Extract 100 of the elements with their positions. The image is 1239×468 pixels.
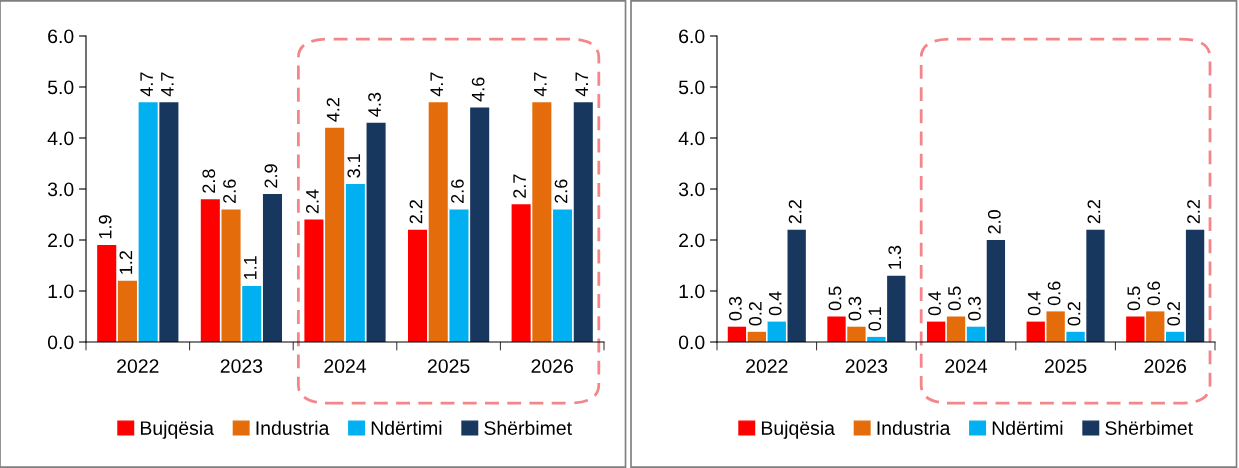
y-tick-label: 6.0 bbox=[48, 29, 74, 44]
bar bbox=[428, 102, 448, 342]
legend-label: Shërbimet bbox=[484, 420, 572, 435]
data-label: 4.7 bbox=[575, 72, 588, 97]
y-tick-label: 3.0 bbox=[678, 182, 705, 197]
data-label: 0.6 bbox=[1047, 281, 1061, 306]
data-label: 0.4 bbox=[1027, 291, 1041, 316]
bar bbox=[1126, 316, 1145, 342]
legend-label: Ndërtimi bbox=[992, 420, 1063, 435]
data-label: 2.4 bbox=[305, 189, 319, 214]
bar bbox=[159, 102, 179, 342]
y-tick-label: 0.0 bbox=[678, 335, 705, 350]
data-label: 1.2 bbox=[119, 251, 133, 274]
x-tick-label: 2026 bbox=[1144, 359, 1186, 373]
bar bbox=[345, 183, 365, 342]
data-label: 4.7 bbox=[140, 72, 153, 97]
bar bbox=[449, 209, 469, 342]
data-label: 0.3 bbox=[728, 296, 742, 321]
bar bbox=[262, 194, 283, 342]
bar bbox=[532, 102, 552, 342]
data-label: 2.2 bbox=[788, 200, 802, 224]
bar bbox=[511, 204, 531, 342]
bar bbox=[366, 122, 386, 342]
bar bbox=[767, 321, 786, 342]
bar bbox=[407, 229, 428, 342]
data-label: 2.6 bbox=[223, 179, 236, 203]
bar bbox=[926, 321, 946, 342]
bar bbox=[1046, 311, 1065, 342]
bar bbox=[887, 275, 906, 342]
bar bbox=[242, 285, 262, 342]
bar bbox=[1026, 321, 1045, 342]
x-tick-label: 2026 bbox=[531, 359, 573, 373]
y-tick-label: 6.0 bbox=[679, 29, 705, 44]
data-label: 3.1 bbox=[347, 154, 361, 178]
bar bbox=[727, 326, 747, 342]
data-label: 0.2 bbox=[1067, 302, 1081, 326]
data-label: 4.3 bbox=[368, 92, 381, 117]
y-tick-label: 5.0 bbox=[678, 80, 705, 95]
data-label: 0.2 bbox=[1167, 302, 1181, 326]
x-tick-label: 2022 bbox=[117, 359, 159, 373]
legend-label: Shërbimet bbox=[1105, 420, 1193, 435]
data-label: 0.1 bbox=[868, 307, 882, 331]
bar bbox=[986, 240, 1006, 342]
bar bbox=[221, 209, 241, 342]
data-label: 0.6 bbox=[1147, 281, 1161, 306]
legend-label: Industria bbox=[256, 420, 330, 435]
bar bbox=[553, 209, 573, 342]
data-label: 2.7 bbox=[513, 174, 526, 198]
data-label: 1.3 bbox=[888, 245, 902, 269]
bar bbox=[304, 219, 324, 342]
data-label: 4.7 bbox=[534, 72, 547, 97]
bar bbox=[1146, 311, 1165, 342]
data-label: 0.3 bbox=[848, 296, 862, 321]
x-tick-label: 2024 bbox=[945, 359, 988, 373]
data-label: 2.8 bbox=[202, 169, 216, 193]
bar bbox=[847, 326, 866, 342]
x-tick-label: 2024 bbox=[324, 359, 367, 373]
data-label: 0.2 bbox=[748, 302, 762, 326]
bar bbox=[1066, 331, 1085, 342]
data-label: 0.3 bbox=[968, 296, 981, 321]
y-tick-label: 2.0 bbox=[48, 233, 74, 248]
bar bbox=[1185, 229, 1205, 342]
data-label: 4.2 bbox=[326, 98, 340, 122]
data-label: 0.4 bbox=[928, 291, 941, 316]
bar bbox=[966, 326, 986, 342]
data-label: 2.0 bbox=[987, 210, 1001, 234]
legend-label: Bujqësia bbox=[140, 420, 214, 439]
x-tick-label: 2023 bbox=[220, 359, 263, 373]
bar bbox=[325, 127, 345, 342]
data-label: 2.6 bbox=[451, 179, 464, 203]
y-tick-label: 0.0 bbox=[47, 335, 74, 350]
y-tick-label: 1.0 bbox=[679, 284, 705, 299]
bar bbox=[138, 102, 158, 342]
bar bbox=[200, 199, 220, 342]
data-label: 1.1 bbox=[244, 256, 257, 279]
legend-label: Ndërtimi bbox=[371, 420, 442, 435]
y-tick-label: 4.0 bbox=[678, 131, 705, 146]
bar bbox=[787, 229, 806, 342]
data-label: 0.5 bbox=[1127, 286, 1141, 311]
bar bbox=[1086, 229, 1105, 342]
data-label: 4.7 bbox=[430, 72, 443, 97]
data-label: 2.9 bbox=[264, 164, 278, 188]
bar bbox=[470, 107, 490, 342]
y-tick-label: 3.0 bbox=[47, 182, 74, 197]
bar bbox=[117, 280, 137, 342]
data-label: 0.5 bbox=[828, 286, 842, 311]
data-label: 4.7 bbox=[161, 72, 174, 97]
data-label: 1.9 bbox=[98, 215, 112, 239]
x-tick-label: 2023 bbox=[845, 359, 888, 373]
y-tick-label: 1.0 bbox=[48, 284, 74, 299]
y-tick-label: 4.0 bbox=[47, 131, 74, 146]
data-label: 2.6 bbox=[554, 179, 568, 203]
x-tick-label: 2025 bbox=[427, 359, 470, 373]
y-tick-label: 5.0 bbox=[47, 80, 74, 95]
data-label: 2.2 bbox=[1187, 200, 1200, 224]
x-tick-label: 2025 bbox=[1044, 359, 1087, 373]
y-tick-label: 2.0 bbox=[679, 233, 705, 248]
bar bbox=[946, 316, 966, 342]
legend-label: Bujqësia bbox=[761, 420, 835, 439]
data-label: 4.6 bbox=[471, 77, 485, 102]
